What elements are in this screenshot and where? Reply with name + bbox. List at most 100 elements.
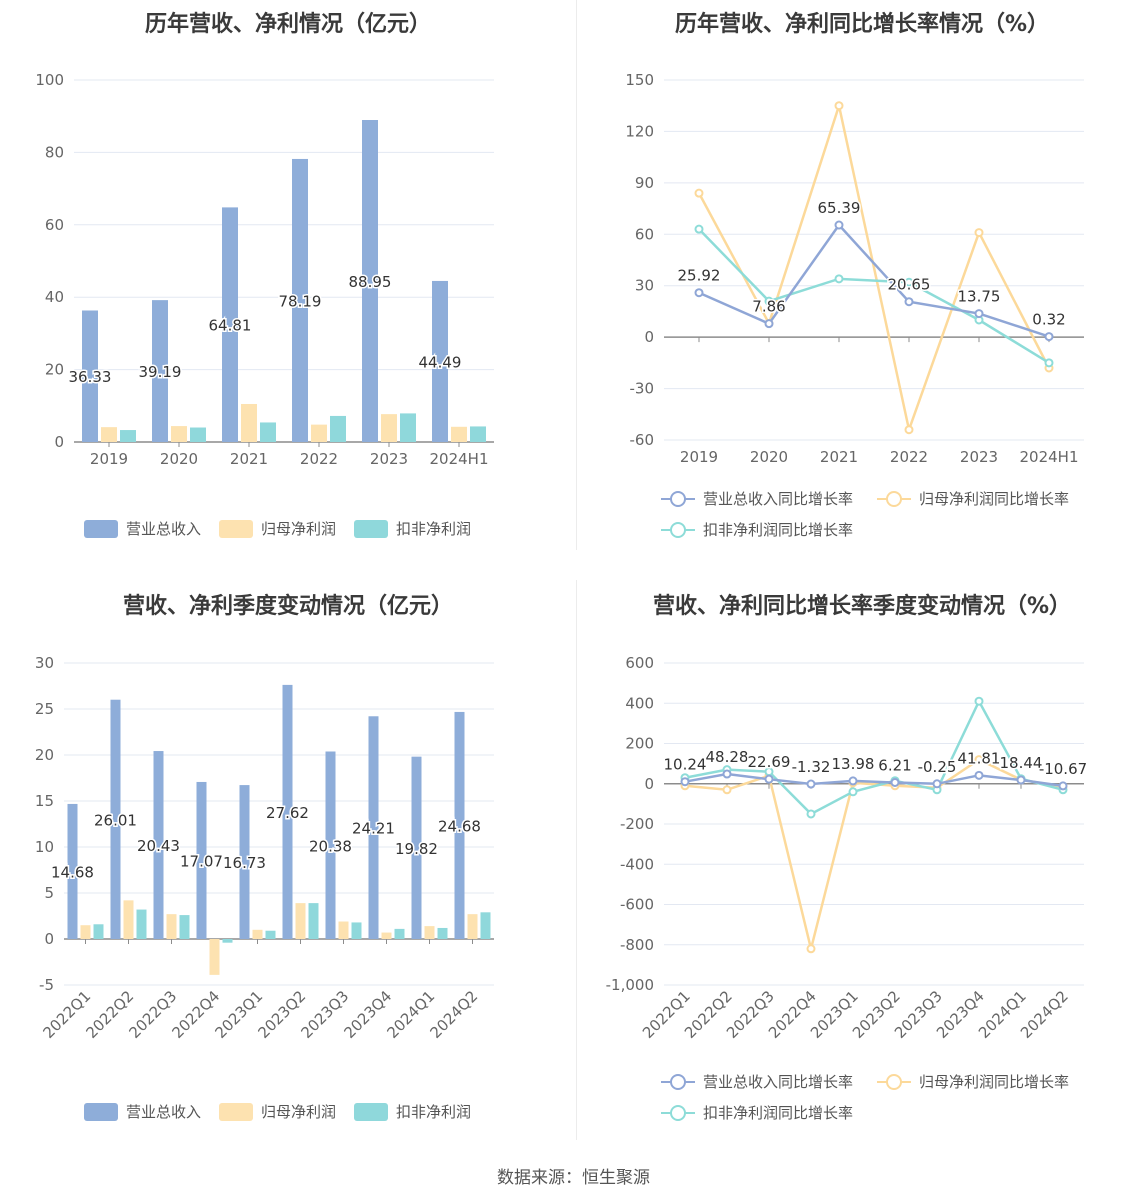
legend-label: 归母净利润 (261, 1103, 337, 1121)
data-label: 20.38 (309, 837, 352, 855)
y-tick-label: 15 (35, 792, 54, 810)
y-tick-label: -600 (620, 896, 654, 914)
series-line (698, 228, 1050, 364)
data-label: -0.25 (918, 758, 957, 776)
bar (338, 921, 349, 939)
legend-swatch-revenue (84, 519, 118, 538)
data-label: 22.69 (748, 753, 791, 771)
annual-growth-panel: 历年营收、净利同比增长率情况（%） -60 -30 0 30 60 90 120 150 201… (577, 0, 1147, 550)
data-label: 48.28 (706, 748, 749, 766)
bar (222, 939, 233, 943)
y-tick-label: 0 (44, 930, 54, 948)
x-tick-label: 2024H1 (430, 450, 489, 468)
y-tick-label: 100 (35, 71, 64, 89)
bar (411, 756, 422, 939)
data-point (904, 425, 914, 435)
legend-swatch-net-profit (219, 519, 253, 538)
legend-swatch-deducted-growth (661, 521, 695, 539)
bar (295, 903, 306, 939)
legend-item-net-profit-growth[interactable]: 归母净利润同比增长率 (877, 1071, 1069, 1092)
y-tick-label: 60 (635, 225, 654, 243)
legend-swatch-net-profit-growth (877, 1073, 911, 1091)
x-tick-label: 2019 (680, 448, 718, 466)
bar (67, 803, 78, 939)
data-point (974, 309, 984, 319)
data-point (694, 288, 704, 298)
legend-item-deducted-profit[interactable]: 扣非净利润 (354, 518, 471, 539)
bar (470, 426, 486, 442)
legend-swatch-revenue-growth (661, 490, 695, 508)
data-point (806, 809, 816, 819)
legend-swatch-net-profit-growth (877, 490, 911, 508)
y-tick-label: 0 (54, 433, 64, 451)
legend-label: 归母净利润同比增长率 (919, 1073, 1070, 1091)
bar (252, 929, 263, 939)
legend-label: 扣非净利润同比增长率 (703, 521, 854, 539)
legend-item-net-profit[interactable]: 归母净利润 (219, 1101, 336, 1122)
data-label: 6.21 (878, 757, 911, 775)
bar (394, 928, 405, 939)
chart-title: 营收、净利季度变动情况（亿元） (122, 594, 453, 619)
data-point (834, 220, 844, 230)
bar (82, 310, 98, 442)
legend-item-net-profit-growth[interactable]: 归母净利润同比增长率 (877, 488, 1069, 509)
data-label: 14.68 (51, 863, 94, 881)
y-tick-label: 90 (635, 174, 654, 192)
chart-title: 历年营收、净利同比增长率情况（%） (674, 12, 1050, 37)
x-tick-label: 2022 (300, 450, 338, 468)
y-tick-label: 25 (35, 700, 54, 718)
y-tick-label: 5 (44, 884, 54, 902)
series-line (698, 223, 1050, 338)
data-point (722, 769, 732, 779)
bar (467, 914, 478, 939)
data-label: 44.49 (419, 353, 462, 371)
bar (239, 785, 250, 939)
bar (381, 932, 392, 939)
data-label: 65.39 (818, 199, 861, 217)
legend-item-net-profit[interactable]: 归母净利润 (219, 518, 336, 539)
legend-swatch-deducted-profit (354, 1102, 388, 1121)
quarterly-growth-line-chart: -1,000-800-600-400-20002004006002022Q120… (606, 654, 1089, 1042)
annual-growth-line-chart: -60 -30 0 30 60 90 120 150 2019 2020 2021 2022 2023 2… (625, 71, 1084, 466)
series-line (684, 698, 1064, 816)
bar (190, 427, 206, 442)
chart-legend: 营业总收入同比增长率 归母净利润同比增长率 扣非净利润同比增长率 (577, 488, 1147, 542)
bar (368, 716, 379, 939)
y-tick-label: 30 (635, 277, 654, 295)
legend-item-revenue[interactable]: 营业总收入 (84, 1101, 201, 1122)
legend-label: 扣非净利润 (396, 1103, 472, 1121)
x-tick-label: 2023 (370, 450, 408, 468)
bar (93, 924, 104, 939)
legend-item-revenue[interactable]: 营业总收入 (84, 518, 201, 539)
data-point (834, 101, 844, 111)
bar (196, 781, 207, 939)
x-tick-label: 2022 (890, 448, 928, 466)
legend-item-deducted-growth[interactable]: 扣非净利润同比增长率 (661, 1102, 853, 1123)
legend-item-deducted-growth[interactable]: 扣非净利润同比增长率 (661, 519, 853, 540)
data-label: 24.68 (438, 817, 481, 835)
data-label: -10.67 (1039, 760, 1087, 778)
data-point (834, 274, 844, 284)
data-label: 16.73 (223, 854, 266, 872)
data-label: 36.33 (69, 368, 112, 386)
bar (362, 120, 378, 442)
data-point (848, 787, 858, 797)
x-tick-label: 2024H1 (1020, 448, 1079, 466)
quarterly-growth-panel: 营收、净利同比增长率季度变动情况（%） -1,000 -800 -600 -400 -2… (577, 580, 1147, 1140)
data-source: 数据来源：恒生聚源 (497, 1168, 650, 1188)
legend-swatch-deducted-growth (661, 1104, 695, 1122)
data-point (1044, 332, 1054, 342)
y-tick-label: 20 (35, 746, 54, 764)
data-label: 17.07 (180, 852, 223, 870)
y-tick-label: -400 (620, 855, 654, 873)
legend-item-revenue-growth[interactable]: 营业总收入同比增长率 (661, 1071, 853, 1092)
legend-label: 归母净利润同比增长率 (919, 490, 1070, 508)
data-point (806, 944, 816, 954)
y-tick-label: 40 (45, 288, 64, 306)
legend-item-revenue-growth[interactable]: 营业总收入同比增长率 (661, 488, 853, 509)
legend-item-deducted-profit[interactable]: 扣非净利润 (354, 1101, 471, 1122)
x-tick-label: 2019 (90, 450, 128, 468)
bar (424, 926, 435, 939)
data-label: 27.62 (266, 804, 309, 822)
legend-label: 营业总收入同比增长率 (703, 1073, 854, 1091)
